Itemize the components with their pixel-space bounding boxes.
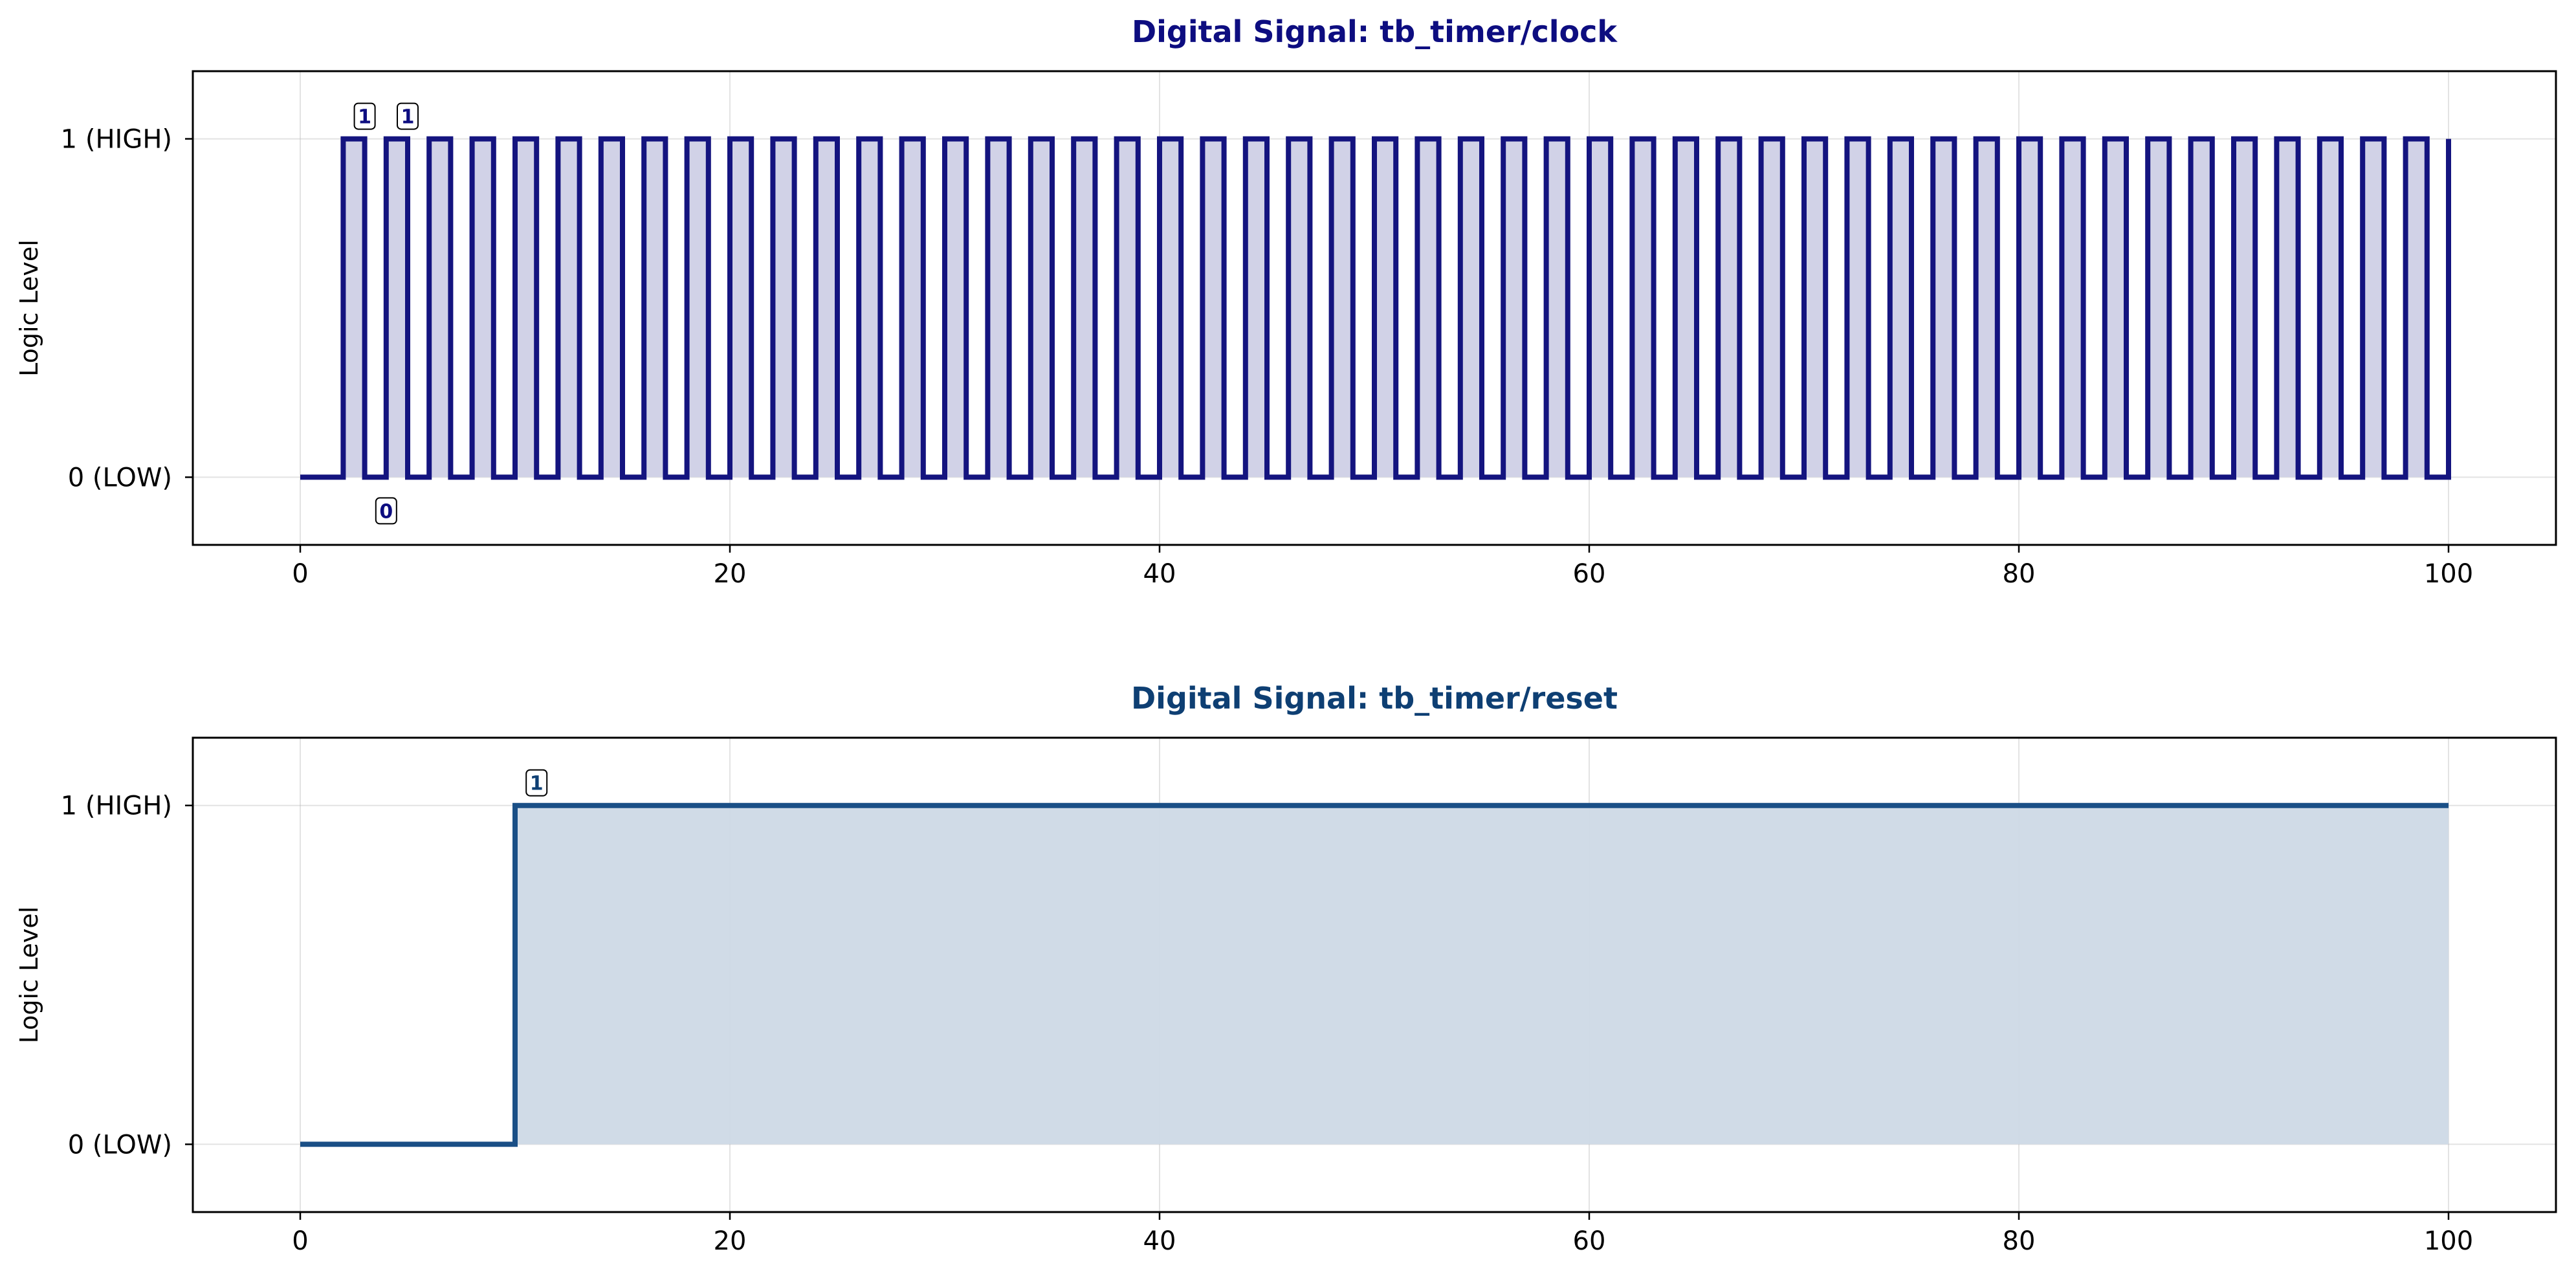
annotation-box (397, 102, 419, 130)
y-axis-label: Logic Level (15, 907, 43, 1044)
y-tick-label: 0 (LOW) (68, 463, 172, 492)
annotation-box (525, 769, 548, 797)
annotation-box (353, 102, 376, 130)
signal-line (300, 802, 2449, 1147)
y-axis-label: Logic Level (15, 239, 43, 377)
axes-frame (192, 736, 2557, 1213)
annotation-label: 1 (358, 106, 371, 129)
y-tick-label: 1 (HIGH) (61, 125, 172, 155)
x-tick-label: 80 (2003, 559, 2036, 589)
y-tick-label: 0 (LOW) (68, 1130, 172, 1160)
x-tick-label: 0 (292, 1226, 308, 1256)
x-tick-label: 100 (2424, 1226, 2473, 1256)
x-tick-label: 80 (2003, 1226, 2036, 1256)
signal-line (300, 136, 2451, 480)
chart-panel-2: Digital Signal: tb_timer/reset 0 20 40 60 80 1… (15, 681, 2557, 1256)
x-tick-label: 0 (292, 559, 308, 589)
annotation-label: 1 (530, 773, 544, 795)
annotation-box (375, 497, 397, 525)
x-tick-label: 40 (1143, 559, 1176, 589)
x-tick-label: 40 (1143, 1226, 1176, 1256)
y-tick-label: 1 (HIGH) (61, 791, 172, 821)
x-tick-label: 20 (714, 1226, 747, 1256)
x-tick-label: 100 (2424, 559, 2473, 589)
x-tick-label: 60 (1573, 559, 1606, 589)
chart-title: Digital Signal: tb_timer/clock (1132, 14, 1618, 49)
chart-title: Digital Signal: tb_timer/reset (1131, 681, 1618, 716)
annotation-label: 1 (401, 106, 415, 129)
chart-panel-1: Digital Signal: tb_timer/clock 0 20 40 60 80 1… (15, 14, 2557, 589)
annotation-label: 0 (379, 500, 393, 523)
x-tick-label: 60 (1573, 1226, 1606, 1256)
signal-fill (300, 805, 2449, 1145)
axes-frame (192, 70, 2557, 546)
x-tick-label: 20 (714, 559, 747, 589)
